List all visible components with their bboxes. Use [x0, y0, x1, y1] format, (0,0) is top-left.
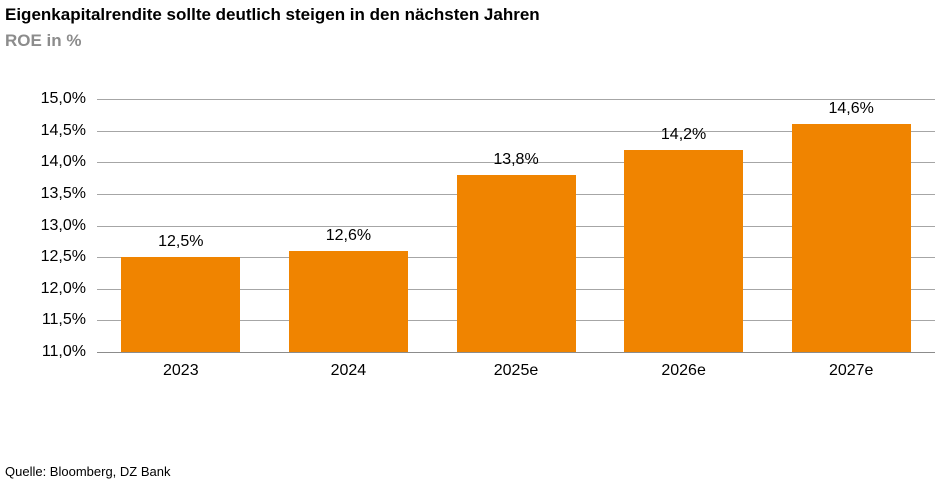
y-tick-label: 11,0% — [41, 343, 86, 360]
gridline — [97, 99, 935, 100]
y-tick-label: 13,5% — [40, 184, 86, 202]
x-tick-label: 2024 — [330, 362, 367, 379]
bar-value-label: 12,6% — [325, 226, 372, 244]
x-tick-label: 2023 — [163, 362, 199, 379]
gridline — [97, 130, 935, 132]
bar-value-label: 14,2% — [660, 125, 707, 143]
bar-2024 — [288, 250, 408, 352]
chart-title: Eigenkapitalrendite sollte deutlich stei… — [5, 5, 540, 24]
bar-2023 — [121, 257, 241, 352]
source-note: Quelle: Bloomberg, DZ Bank — [5, 464, 171, 479]
bar-value-label: 13,8% — [493, 150, 539, 168]
chart-subtitle: ROE in % — [5, 31, 82, 50]
plot-area — [97, 99, 935, 353]
y-tick-label: 12,5% — [40, 248, 86, 266]
bar-2027e — [791, 124, 911, 352]
y-tick-label: 14,5% — [40, 121, 86, 139]
x-tick-label: 2026e — [661, 362, 706, 379]
y-tick-label: 13,0% — [40, 216, 86, 234]
x-tick-label: 2025e — [493, 362, 539, 379]
bar-value-label: 14,6% — [828, 100, 874, 118]
y-tick-label: 11,5% — [41, 311, 86, 329]
y-tick-label: 12,0% — [40, 279, 86, 297]
bar-2025e — [456, 174, 576, 352]
bar-2026e — [624, 149, 744, 352]
y-tick-label: 15,0% — [40, 90, 86, 107]
bar-value-label: 12,5% — [158, 233, 204, 251]
y-tick-label: 14,0% — [40, 153, 86, 171]
gridline — [97, 162, 935, 164]
x-tick-label: 2027e — [828, 362, 874, 379]
x-axis-baseline — [97, 352, 935, 353]
